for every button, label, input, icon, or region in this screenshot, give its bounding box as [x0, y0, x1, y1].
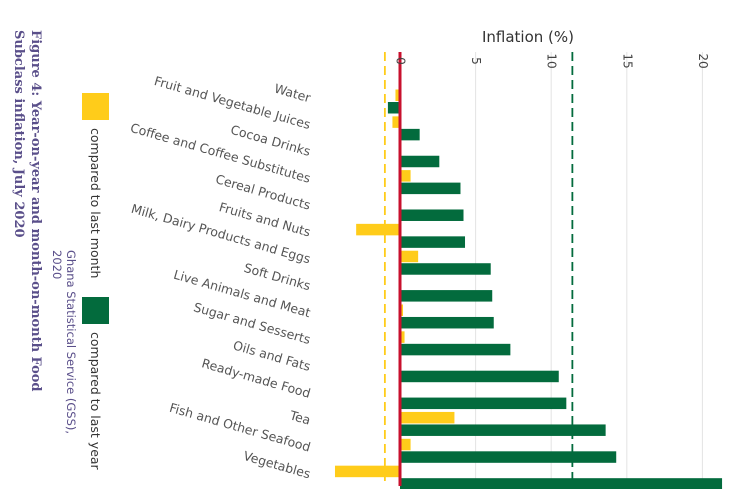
bar-last-year [400, 209, 464, 221]
bar-last-month [400, 250, 419, 263]
reference-lines [383, 52, 574, 486]
bar-last-month [400, 411, 455, 424]
bar-last-year [387, 102, 400, 114]
category-label-vegetables: Vegetables [242, 448, 313, 481]
legend-label-last-month: compared to last month [88, 128, 103, 279]
x-tick-labels: 0 5 10 15 20 [394, 53, 710, 68]
source-note: Ghana Statistical Service (GSS), 2020 [50, 250, 78, 435]
category-label-fish-and-other-seafood: Fish and Other Seafood [168, 400, 313, 455]
category-label-water: Water [273, 81, 313, 106]
bar-last-year [400, 316, 494, 329]
bar-last-year [400, 155, 440, 168]
bar-last-month [334, 465, 400, 478]
x-axis-label: Inflation (%) [482, 28, 574, 46]
bars [334, 89, 723, 489]
bar-last-year [400, 182, 461, 195]
bar-last-year [400, 424, 606, 436]
legend-item-last-month: compared to last month [82, 93, 109, 278]
grid-lines [475, 52, 703, 486]
legend-label-last-year: compared to last year [88, 332, 103, 470]
bar-last-month [395, 89, 400, 101]
bar-last-month [400, 170, 411, 182]
bar-last-month [400, 304, 404, 316]
legend-swatch-last-month [82, 93, 109, 120]
bar-last-year [400, 343, 511, 356]
bar-last-year [400, 128, 420, 141]
bar-last-year [400, 451, 617, 463]
bar-last-year [400, 370, 559, 383]
legend-item-last-year: compared to last year [82, 297, 109, 470]
x-tick-label: 10 [545, 53, 559, 68]
bar-last-year [400, 236, 466, 248]
x-tick-label: 20 [696, 53, 710, 68]
bar-last-year [400, 290, 493, 302]
x-tick-label: 15 [620, 53, 634, 68]
x-tick-label: 5 [469, 57, 483, 65]
figure-caption: Figure 4: Year-on-year and month-on-mont… [11, 30, 43, 392]
bar-last-month [392, 116, 400, 128]
legend-swatch-last-year [82, 297, 109, 324]
bar-last-year [400, 397, 567, 410]
bar-last-month [400, 438, 411, 451]
x-tick-label: 0 [394, 57, 408, 65]
bar-last-month [356, 223, 400, 236]
category-label-tea: Tea [287, 407, 312, 427]
bar-last-year [400, 263, 491, 275]
bar-last-month [400, 331, 405, 343]
bar-last-year [400, 478, 723, 489]
